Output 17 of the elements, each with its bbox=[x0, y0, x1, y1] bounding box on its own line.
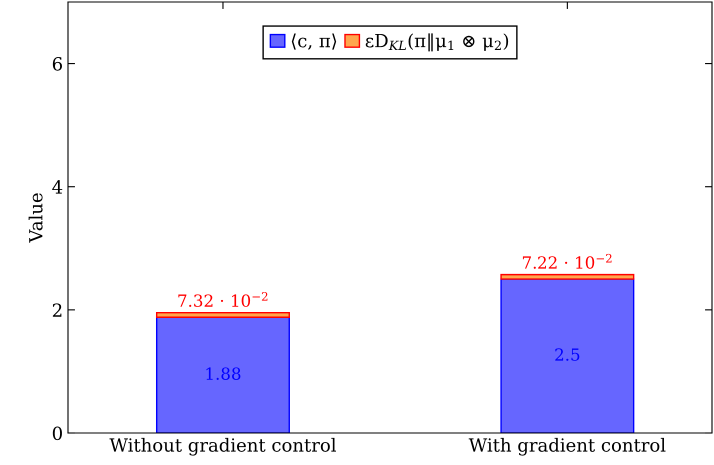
y-tick-label: 4 bbox=[52, 180, 62, 194]
legend-label: ⟨c, π⟩ bbox=[292, 34, 336, 50]
bar bbox=[156, 316, 290, 433]
y-tick-label: 2 bbox=[52, 303, 62, 317]
bar bbox=[500, 278, 634, 433]
y-tick-label: 6 bbox=[52, 57, 62, 71]
data-label: 2.5 bbox=[555, 348, 580, 361]
x-tick-label: With gradient control bbox=[468, 438, 666, 456]
bar bbox=[500, 274, 634, 280]
legend-label: εD$_{KL}$(π‖μ$_{1}$ ⊗ μ$_{2}$) bbox=[366, 33, 508, 52]
data-label: 7.22 · 10$^{−2}$ bbox=[522, 254, 612, 269]
data-label: 1.88 bbox=[206, 367, 240, 380]
y-tick-label: 0 bbox=[52, 426, 62, 440]
y-axis-title: Value bbox=[28, 193, 43, 243]
data-label: 7.32 · 10$^{−2}$ bbox=[178, 292, 268, 307]
x-tick-label: Without gradient control bbox=[109, 438, 336, 456]
bar bbox=[156, 312, 290, 318]
